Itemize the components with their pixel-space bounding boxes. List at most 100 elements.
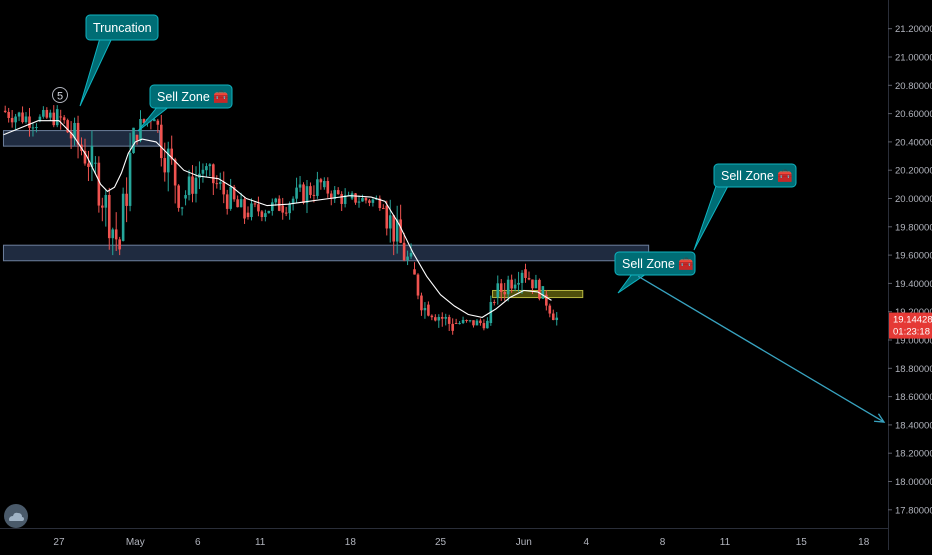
candle-body [392, 215, 396, 242]
candle-body [479, 320, 482, 324]
candle-body [468, 320, 472, 322]
candle-body [7, 111, 10, 118]
sell-zone-callout-2-box [713, 163, 797, 188]
middle-zone[interactable] [2, 244, 650, 262]
candle-body [191, 176, 194, 194]
price-tick-label: 17.80000 [895, 505, 932, 516]
candle-body [35, 127, 38, 129]
small-zone[interactable] [492, 289, 584, 299]
sell-zone-callout-3[interactable]: Sell Zone 🧰 [614, 251, 696, 294]
candle-body [381, 208, 385, 210]
truncation-callout-text: Truncation [93, 21, 152, 35]
candle-body [413, 269, 416, 275]
candle-body [326, 181, 330, 194]
candle-body [309, 186, 312, 195]
candle-body [447, 317, 451, 324]
last-price-badge-bg [889, 312, 932, 339]
last-price-label: 19.14428 [893, 315, 932, 326]
time-tick-label: 25 [435, 537, 447, 548]
candle-body [118, 239, 121, 250]
candle-body [499, 283, 503, 292]
candle-body [444, 317, 448, 319]
candle-body [31, 127, 35, 129]
price-axis[interactable]: 21.20000 21.00000 20.80000 20.60000 20.40000… [888, 0, 932, 550]
candle-body [492, 301, 496, 303]
candle-body [14, 116, 17, 123]
candle-body [371, 199, 375, 203]
time-tick-label: 11 [255, 537, 266, 548]
down-arrow[interactable] [637, 275, 886, 423]
candle-body [257, 204, 260, 212]
candle-body [184, 195, 187, 199]
candle-body [402, 242, 406, 261]
candle-body [465, 319, 468, 321]
candle-body [524, 269, 527, 278]
price-tick-label: 18.60000 [895, 392, 932, 403]
sell-zone-callout-3-box [614, 251, 696, 276]
candle-body [323, 181, 326, 188]
candle-body [177, 185, 180, 208]
candle-body [42, 109, 45, 117]
candle-body [378, 198, 382, 209]
sell-zone-callout-2-pointer [693, 185, 729, 251]
candle-body [298, 184, 302, 188]
candle-body [336, 190, 340, 195]
countdown-label: 01:23:18 [893, 327, 930, 338]
candle-body [153, 119, 156, 122]
candle-body [48, 112, 52, 118]
candle-body [305, 186, 309, 203]
candle-body [333, 190, 337, 199]
candle-body [395, 219, 399, 242]
candle-body [194, 177, 198, 194]
candle-body [281, 205, 285, 213]
candle-body [434, 317, 437, 321]
zones-layer [2, 130, 650, 299]
candle-body [28, 116, 31, 128]
sell-zone-callout-2[interactable]: Sell Zone 🧰 [693, 163, 797, 251]
sell-zone-callout-1[interactable]: Sell Zone 🧰 [137, 84, 233, 132]
candle-body [506, 279, 510, 295]
time-tick-label: 8 [660, 537, 666, 548]
candle-body [45, 109, 49, 118]
candle-body [541, 286, 545, 299]
price-tick-label: 21.20000 [895, 24, 932, 35]
candle-body [139, 119, 142, 141]
candle-body [250, 203, 253, 218]
candle-body [270, 202, 274, 211]
moving-average-layer [3, 120, 552, 318]
candle-body [201, 169, 205, 174]
candle-body [388, 215, 392, 229]
candle-body [225, 194, 229, 209]
candle-body [83, 150, 87, 164]
candle-body [461, 319, 465, 324]
sell-zone-callout-1-pointer [137, 105, 172, 132]
candle-body [482, 323, 486, 329]
price-tick-label: 18.40000 [895, 420, 932, 431]
candle-body [21, 112, 24, 123]
time-axis[interactable]: 27 May 6 11 18 25 Jun 4 8 11 15 18 [0, 528, 888, 549]
candle-body [510, 279, 513, 289]
candle-body [135, 134, 139, 141]
candle-body [163, 158, 167, 173]
candle-body [399, 219, 402, 243]
candle-body [104, 195, 108, 208]
candle-body [97, 162, 101, 206]
time-tick-label: 18 [858, 537, 870, 548]
price-tick-label: 19.60000 [895, 251, 932, 262]
candle-body [246, 212, 250, 218]
candle-body [357, 201, 361, 203]
sell-zone-callout-3-text: Sell Zone 🧰 [622, 257, 694, 271]
candle-body [121, 193, 125, 241]
candle-body [451, 323, 454, 331]
candle-body [243, 199, 246, 219]
candle-body [291, 198, 295, 204]
candle-body [173, 159, 177, 186]
candle-body [545, 294, 548, 306]
candle-body [208, 164, 212, 167]
candle-body [90, 145, 94, 167]
tradingview-logo-icon[interactable] [4, 504, 28, 528]
candle-body [239, 199, 243, 208]
truncation-callout[interactable]: Truncation [79, 14, 159, 107]
